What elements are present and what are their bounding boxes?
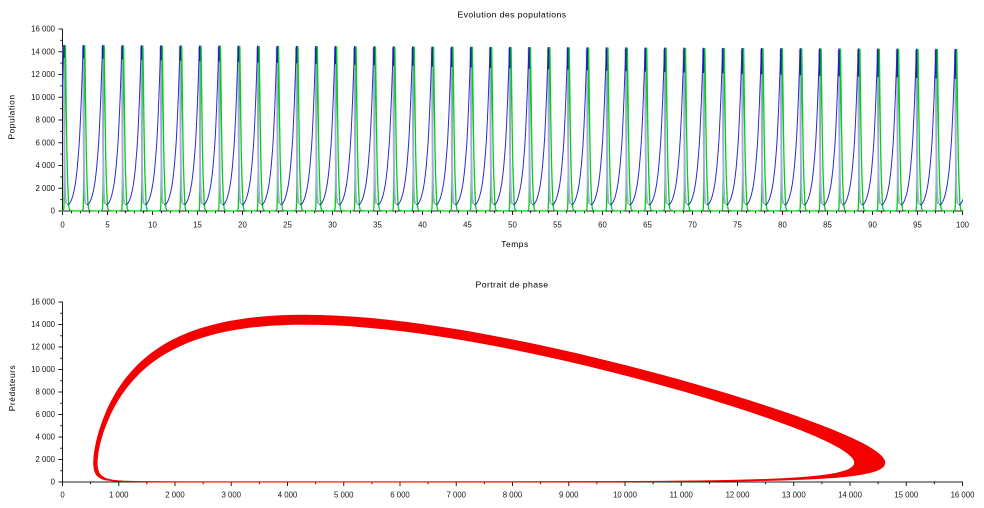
- svg-text:2 000: 2 000: [35, 455, 55, 464]
- svg-text:45: 45: [463, 221, 472, 230]
- svg-text:4 000: 4 000: [35, 161, 55, 170]
- svg-text:13 000: 13 000: [782, 491, 807, 500]
- svg-text:10 000: 10 000: [613, 491, 638, 500]
- svg-text:11 000: 11 000: [670, 491, 694, 500]
- svg-text:12 000: 12 000: [31, 70, 56, 79]
- svg-text:5 000: 5 000: [334, 491, 354, 500]
- svg-text:4 000: 4 000: [35, 433, 55, 442]
- svg-text:25: 25: [283, 221, 292, 230]
- svg-text:1 000: 1 000: [109, 491, 129, 500]
- svg-text:85: 85: [823, 221, 832, 230]
- svg-text:75: 75: [733, 221, 742, 230]
- svg-text:2 000: 2 000: [165, 491, 185, 500]
- svg-text:10 000: 10 000: [31, 365, 56, 374]
- svg-text:16 000: 16 000: [31, 25, 56, 34]
- svg-text:16 000: 16 000: [951, 491, 976, 500]
- svg-text:9 000: 9 000: [559, 491, 579, 500]
- svg-text:14 000: 14 000: [838, 491, 863, 500]
- svg-text:50: 50: [508, 221, 517, 230]
- svg-text:4 000: 4 000: [278, 491, 298, 500]
- svg-text:8 000: 8 000: [35, 116, 55, 125]
- svg-text:10 000: 10 000: [31, 93, 56, 102]
- svg-text:0: 0: [51, 207, 56, 216]
- svg-text:5: 5: [105, 221, 110, 230]
- svg-text:0: 0: [51, 478, 56, 487]
- svg-text:70: 70: [688, 221, 697, 230]
- svg-text:100: 100: [956, 221, 970, 230]
- svg-text:Temps: Temps: [501, 239, 528, 249]
- svg-text:55: 55: [553, 221, 562, 230]
- svg-text:8 000: 8 000: [503, 491, 523, 500]
- svg-text:15 000: 15 000: [894, 491, 919, 500]
- svg-text:Evolution des populations: Evolution des populations: [457, 10, 566, 20]
- svg-text:7 000: 7 000: [446, 491, 466, 500]
- svg-text:0: 0: [60, 491, 65, 500]
- svg-text:16 000: 16 000: [31, 298, 56, 307]
- svg-text:Population: Population: [7, 94, 17, 139]
- svg-text:40: 40: [418, 221, 427, 230]
- svg-text:12 000: 12 000: [31, 343, 56, 352]
- svg-text:0: 0: [60, 221, 65, 230]
- svg-text:6 000: 6 000: [35, 410, 55, 419]
- svg-text:3 000: 3 000: [221, 491, 241, 500]
- svg-text:95: 95: [913, 221, 922, 230]
- svg-text:90: 90: [868, 221, 877, 230]
- svg-text:30: 30: [328, 221, 337, 230]
- svg-text:80: 80: [778, 221, 787, 230]
- svg-text:35: 35: [373, 221, 382, 230]
- svg-text:65: 65: [643, 221, 652, 230]
- svg-text:12 000: 12 000: [726, 491, 751, 500]
- svg-text:60: 60: [598, 221, 607, 230]
- svg-text:10: 10: [148, 221, 157, 230]
- svg-text:14 000: 14 000: [31, 47, 56, 56]
- svg-text:6 000: 6 000: [35, 138, 55, 147]
- svg-text:Portrait de phase: Portrait de phase: [476, 280, 549, 290]
- svg-text:2 000: 2 000: [35, 184, 55, 193]
- svg-text:15: 15: [193, 221, 202, 230]
- svg-text:14 000: 14 000: [31, 320, 56, 329]
- svg-text:Prédateurs: Prédateurs: [7, 365, 17, 411]
- svg-text:20: 20: [238, 221, 247, 230]
- svg-text:6 000: 6 000: [390, 491, 410, 500]
- svg-text:8 000: 8 000: [35, 388, 55, 397]
